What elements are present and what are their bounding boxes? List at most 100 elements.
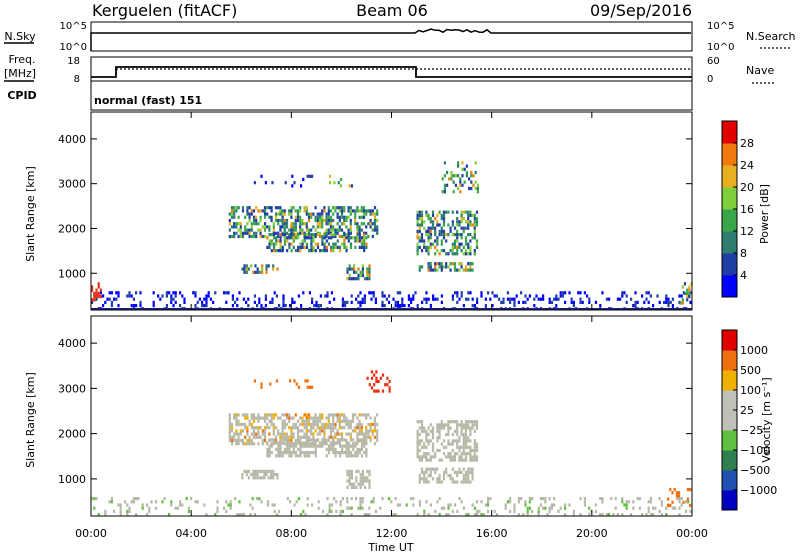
heatmap-cell <box>418 265 421 269</box>
heatmap-cell <box>297 236 300 240</box>
heatmap-cell <box>256 473 259 477</box>
heatmap-cell <box>314 249 317 253</box>
heatmap-cell <box>241 442 245 446</box>
heatmap-cell <box>323 245 326 249</box>
heatmap-cell <box>363 300 366 304</box>
heatmap-cell <box>337 181 340 185</box>
heatmap-cell <box>383 304 386 308</box>
heatmap-cell <box>273 503 276 507</box>
heatmap-cell <box>412 497 415 501</box>
heatmap-cell <box>473 423 476 427</box>
heatmap-cell <box>343 419 346 423</box>
heatmap-cell <box>357 273 360 278</box>
heatmap-cell <box>237 422 240 427</box>
heatmap-cell <box>258 497 261 501</box>
heatmap-cell <box>305 426 308 430</box>
heatmap-cell <box>425 452 428 456</box>
heatmap-cell <box>257 435 260 439</box>
heatmap-cell <box>360 444 364 448</box>
heatmap-cell <box>359 300 362 304</box>
heatmap-cell <box>303 239 306 243</box>
heatmap-cell <box>467 233 470 237</box>
heatmap-cell <box>349 426 352 430</box>
freq-panel: Freq. [MHz] 18 8 60 0 Nave <box>4 53 775 85</box>
heatmap-cell <box>438 497 441 501</box>
heatmap-cell <box>350 267 353 271</box>
heatmap-cell <box>381 304 384 308</box>
heatmap-cell <box>410 297 413 301</box>
heatmap-cell <box>544 506 547 510</box>
heatmap-cell <box>261 429 264 433</box>
heatmap-cell <box>305 444 309 448</box>
heatmap-cell <box>511 297 514 301</box>
heatmap-cell <box>244 413 247 417</box>
heatmap-cell <box>416 432 419 437</box>
heatmap-cell <box>274 215 278 219</box>
heatmap-cell <box>350 476 353 480</box>
heatmap-cell <box>303 419 306 423</box>
heatmap-cell <box>348 473 351 477</box>
heatmap-cell <box>274 206 278 210</box>
heatmap-cell <box>325 245 328 249</box>
heatmap-cell <box>379 376 382 380</box>
heatmap-cell <box>410 497 413 501</box>
heatmap-cell <box>281 212 284 216</box>
heatmap-cell <box>365 426 368 430</box>
heatmap-cell <box>261 270 264 274</box>
heatmap-cell <box>230 438 234 443</box>
heatmap-cell <box>376 209 379 213</box>
heatmap-cell <box>267 264 270 268</box>
heatmap-cell <box>420 439 424 443</box>
heatmap-cell <box>451 480 454 484</box>
heatmap-cell <box>471 503 474 507</box>
heatmap-cell <box>420 217 424 221</box>
heatmap-cell <box>252 413 256 417</box>
heatmap-cell <box>119 503 122 507</box>
heatmap-cell <box>539 497 542 501</box>
heatmap-cell <box>474 186 477 191</box>
heatmap-cell <box>594 503 597 507</box>
heatmap-cell <box>559 294 562 298</box>
heatmap-cell <box>194 500 197 504</box>
heatmap-cell <box>228 228 231 232</box>
heatmap-cell <box>253 294 256 298</box>
heatmap-cell <box>438 423 441 427</box>
heatmap-cell <box>250 413 253 417</box>
heatmap-cell <box>329 435 333 439</box>
heatmap-cell <box>570 297 573 301</box>
heatmap-cell <box>358 451 361 455</box>
heatmap-cell <box>471 467 474 471</box>
heatmap-cell <box>316 242 320 246</box>
heatmap-cell <box>445 265 448 269</box>
heatmap-cell <box>460 423 463 427</box>
heatmap-cell <box>442 233 446 237</box>
heatmap-cell <box>623 291 626 295</box>
heatmap-cell <box>307 419 311 423</box>
heatmap-cell <box>462 506 465 510</box>
heatmap-cell <box>363 297 366 301</box>
heatmap-cell <box>425 229 428 233</box>
heatmap-cell <box>363 245 366 249</box>
heatmap-cell <box>356 206 359 210</box>
heatmap-cell <box>447 474 450 478</box>
heatmap-cell <box>446 183 449 187</box>
heatmap-cell <box>275 454 278 458</box>
heatmap-cell <box>443 174 446 178</box>
heatmap-cell <box>352 454 355 458</box>
heatmap-cell <box>431 220 435 224</box>
heatmap-cell <box>286 239 289 243</box>
heatmap-cell <box>312 444 315 448</box>
heatmap-cell <box>678 497 681 501</box>
heatmap-cell <box>371 228 374 232</box>
heatmap-cell <box>321 242 324 246</box>
heatmap-cell <box>363 513 366 517</box>
heatmap-cell <box>489 497 492 501</box>
heatmap-cell <box>283 236 287 240</box>
heatmap-cell <box>281 451 284 455</box>
heatmap-cell <box>330 503 333 507</box>
heatmap-cell <box>632 500 635 504</box>
heatmap-cell <box>440 213 443 217</box>
heatmap-cell <box>354 429 357 433</box>
x-tick-label: 08:00 <box>275 527 307 540</box>
heatmap-cell <box>373 228 377 232</box>
